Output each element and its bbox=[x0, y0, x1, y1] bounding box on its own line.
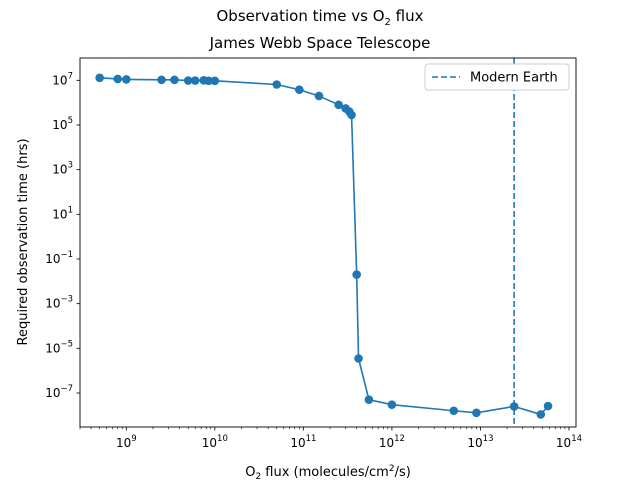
chart-title: James Webb Space Telescope bbox=[209, 34, 431, 52]
data-point bbox=[536, 410, 546, 419]
x-tick-label: 109 bbox=[116, 434, 137, 450]
data-point bbox=[272, 80, 282, 89]
data-point bbox=[204, 76, 213, 86]
y-tick-label: 103 bbox=[52, 161, 73, 177]
data-point bbox=[387, 400, 397, 409]
data-point bbox=[543, 401, 553, 411]
data-point bbox=[157, 75, 166, 85]
y-tick-label: 10−3 bbox=[45, 295, 73, 311]
data-point bbox=[449, 406, 459, 416]
data-point bbox=[347, 110, 356, 120]
data-point bbox=[210, 76, 220, 86]
data-point bbox=[472, 408, 481, 418]
data-point bbox=[354, 354, 363, 363]
y-tick-label: 10−1 bbox=[45, 250, 73, 266]
data-point bbox=[113, 74, 123, 84]
x-tick-label: 1012 bbox=[379, 434, 405, 450]
data-point bbox=[122, 75, 131, 84]
y-tick-label: 10−7 bbox=[45, 384, 73, 400]
legend: Modern Earth bbox=[424, 63, 570, 91]
y-axis-label: Required observation time (hrs) bbox=[16, 138, 31, 345]
x-tick-label: 1010 bbox=[202, 434, 228, 450]
y-tick-label: 107 bbox=[52, 71, 73, 87]
axes-layer: 109 1010 1011 1012 1013 1014 107 105 103 101 10−1 1… bbox=[45, 57, 582, 450]
figure-suptitle: Observation time vs O2 flux bbox=[216, 7, 424, 28]
x-tick-label: 1013 bbox=[467, 434, 493, 450]
data-point bbox=[509, 402, 519, 411]
data-point bbox=[190, 76, 200, 85]
data-point bbox=[364, 395, 374, 405]
data-point bbox=[183, 76, 193, 85]
x-tick-label: 1014 bbox=[556, 434, 582, 450]
data-point bbox=[314, 91, 324, 101]
legend-label-modern-earth: Modern Earth bbox=[470, 71, 558, 86]
plot-background bbox=[80, 58, 576, 427]
series-layer bbox=[95, 73, 553, 419]
legend-box bbox=[424, 63, 570, 91]
data-point bbox=[352, 270, 361, 279]
y-tick-label: 101 bbox=[52, 205, 73, 221]
y-tick-label: 10−5 bbox=[45, 339, 73, 355]
data-point bbox=[95, 73, 104, 83]
y-tick-label: 105 bbox=[52, 116, 73, 132]
data-point bbox=[295, 85, 304, 95]
data-point bbox=[334, 100, 343, 110]
x-axis-label: O2 flux (molecules/cm2/s) bbox=[245, 464, 411, 480]
data-point bbox=[170, 75, 179, 85]
plot-frame bbox=[79, 57, 577, 428]
x-tick-label: 1011 bbox=[290, 434, 316, 450]
